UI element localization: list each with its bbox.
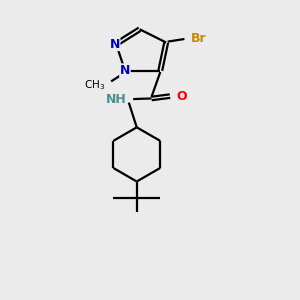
Text: O: O	[176, 90, 187, 103]
Text: CH$_3$: CH$_3$	[84, 78, 105, 92]
Text: N: N	[110, 38, 120, 50]
Text: N: N	[120, 64, 130, 77]
Text: Br: Br	[191, 32, 207, 46]
Text: NH: NH	[106, 93, 126, 106]
